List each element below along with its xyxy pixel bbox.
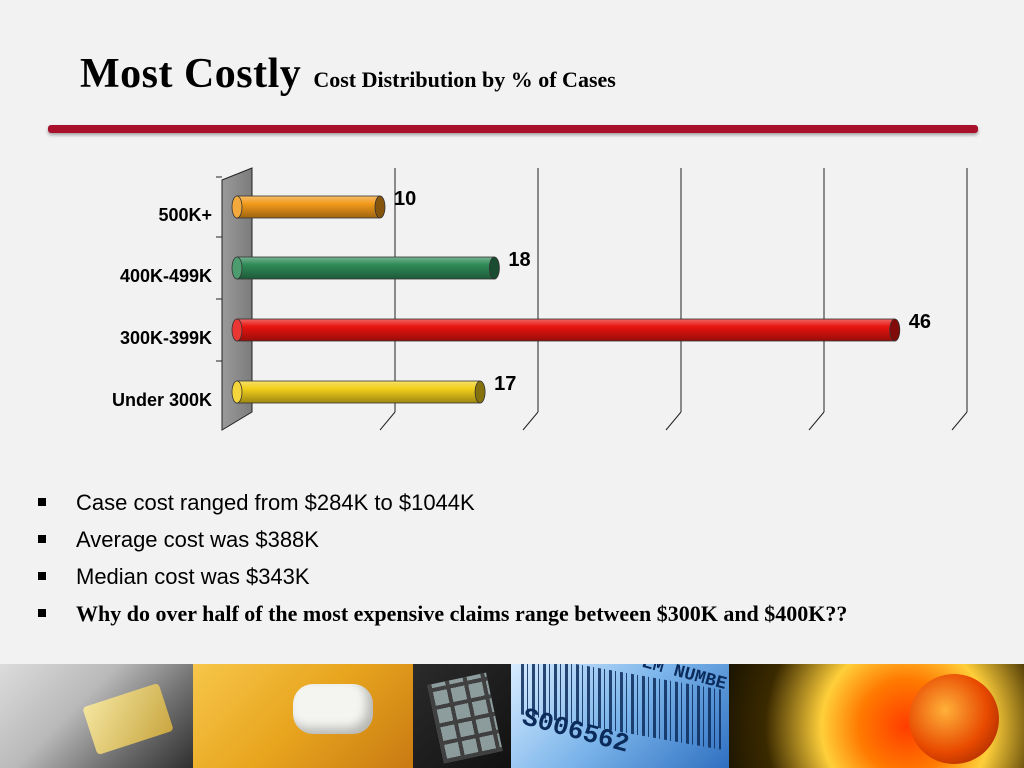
bullet-icon	[38, 572, 46, 580]
bar-group: 10	[231, 188, 416, 219]
bar-group: 17	[231, 373, 516, 404]
title-divider	[48, 125, 978, 133]
bullet-icon	[38, 535, 46, 543]
photo-card-reader	[0, 664, 193, 768]
title-subtitle: Cost Distribution by % of Cases	[313, 67, 616, 92]
category-label: 500K+	[158, 205, 212, 225]
bar-start-cap	[231, 195, 243, 219]
gridline-floor	[665, 411, 682, 431]
bullet-text: Median cost was $343K	[76, 564, 310, 589]
bullet-text: Why do over half of the most expensive c…	[76, 601, 848, 626]
bullet-icon	[38, 609, 46, 617]
bullet-item: Case cost ranged from $284K to $1044K	[38, 484, 847, 521]
bar-start-cap	[231, 318, 243, 342]
bar-end-cap	[889, 318, 901, 342]
photo-security-camera	[193, 664, 413, 768]
gridline-floor	[951, 411, 968, 431]
globe-image	[909, 674, 999, 764]
gridline-floor	[522, 411, 539, 431]
data-label: 46	[909, 311, 931, 333]
photo-globe	[729, 664, 1024, 768]
title-main: Most Costly	[80, 51, 302, 97]
bar-end-cap	[488, 256, 500, 280]
bar-end-cap	[374, 195, 386, 219]
credit-card-image	[82, 682, 174, 756]
bullet-icon	[38, 498, 46, 506]
bullet-text: Case cost ranged from $284K to $1044K	[76, 490, 475, 515]
bar-end-cap	[474, 380, 486, 404]
bullet-list: Case cost ranged from $284K to $1044K Av…	[38, 484, 847, 632]
bar	[236, 256, 495, 280]
bar	[236, 318, 896, 342]
bar-group: 18	[231, 249, 531, 280]
camera-image	[293, 684, 373, 734]
slide-title: Most Costly Cost Distribution by % of Ca…	[80, 50, 616, 98]
bullet-item-question: Why do over half of the most expensive c…	[38, 595, 847, 632]
category-label: Under 300K	[112, 390, 212, 410]
gridline-floor	[808, 411, 825, 431]
bullet-item: Median cost was $343K	[38, 558, 847, 595]
bar-start-cap	[231, 380, 243, 404]
keypad-image	[427, 672, 503, 764]
bar	[236, 380, 481, 404]
bar-start-cap	[231, 256, 243, 280]
bar-chart: 500K+ 400K-499K 300K-399K Under 300K 10 18 46…	[112, 167, 968, 431]
photo-keypad	[413, 664, 511, 768]
photo-strip: EM NUMBE S006562	[0, 664, 1024, 768]
data-label: 17	[494, 373, 516, 395]
bullet-item: Average cost was $388K	[38, 521, 847, 558]
category-label: 400K-499K	[120, 266, 212, 286]
bar	[236, 195, 381, 219]
chart-side-wall	[221, 167, 253, 431]
bullet-text: Average cost was $388K	[76, 527, 319, 552]
category-label: 300K-399K	[120, 328, 212, 348]
photo-barcode: EM NUMBE S006562	[511, 664, 729, 768]
bar-group: 46	[231, 311, 931, 342]
data-label: 10	[394, 188, 416, 210]
gridline-floor	[379, 411, 396, 431]
data-label: 18	[508, 249, 530, 271]
